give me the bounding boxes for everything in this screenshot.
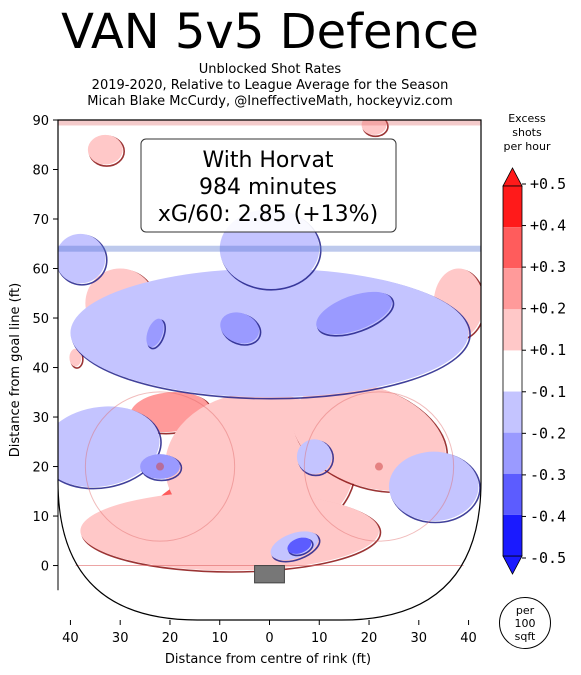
contour-region-18 <box>388 451 479 521</box>
per-badge-line-2: 100 <box>514 616 536 630</box>
info-box: With Horvat 984 minutes xG/60: 2.85 (+13… <box>140 138 397 233</box>
x-tick-label-7: 30 <box>411 631 428 646</box>
faceoff-dot-0 <box>156 462 165 471</box>
colorbar-band-4 <box>503 350 522 392</box>
colorbar-band-1 <box>503 227 522 269</box>
subtitle-line-2: 2019-2020, Relative to League Average fo… <box>91 78 449 93</box>
faceoff-dot-1 <box>374 462 383 471</box>
red-line <box>58 119 481 126</box>
x-tick-label-2: 20 <box>162 631 179 646</box>
y-axis-label: Distance from goal line (ft) <box>8 283 23 457</box>
x-tick-label-6: 20 <box>361 631 378 646</box>
colorbar-band-3 <box>503 309 522 351</box>
y-tick-label-7: 70 <box>32 213 49 228</box>
colorbar-tick-label-2: +0.3 <box>530 258 566 276</box>
colorbar-frame <box>502 185 523 557</box>
info-box-line-3: xG/60: 2.85 (+13%) <box>158 202 378 227</box>
y-tick-label-3: 30 <box>32 411 49 426</box>
colorbar-tick-label-8: -0.4 <box>530 507 566 525</box>
colorbar-tick-label-1: +0.4 <box>530 217 566 235</box>
colorbar-band-6 <box>503 432 522 474</box>
colorbar-tick-label-9: -0.5 <box>530 549 566 567</box>
contour-region-8 <box>80 491 379 571</box>
colorbar-tick-label-7: -0.3 <box>530 466 566 484</box>
y-tick-label-6: 60 <box>32 263 49 278</box>
colorbar-title-line-2: shots <box>512 126 542 139</box>
colorbar-tick-label-3: +0.2 <box>530 300 566 318</box>
contour-region-19 <box>58 233 106 284</box>
chart-title: VAN 5v5 Defence <box>61 4 479 60</box>
x-axis-label: Distance from centre of rink (ft) <box>165 652 371 667</box>
y-tick-label-9: 90 <box>32 114 49 129</box>
contour-region-17 <box>58 406 160 488</box>
per-badge-line-1: per <box>515 603 535 617</box>
contour-region-11 <box>87 134 123 165</box>
contour-region-14 <box>69 348 82 367</box>
colorbar-band-5 <box>503 391 522 433</box>
contour-region-22 <box>316 291 392 335</box>
info-box-line-2: 984 minutes <box>199 175 337 200</box>
rink-boards <box>57 119 482 621</box>
faceoff-circle-1 <box>303 391 455 542</box>
subtitle-line-1: Unblocked Shot Rates <box>198 62 342 77</box>
x-tick-label-1: 30 <box>112 631 129 646</box>
goal-net <box>254 565 285 584</box>
y-axis-ticks: 0 10 20 30 40 50 60 70 80 90 <box>32 114 58 575</box>
colorbar-tick-label-5: -0.1 <box>530 383 566 401</box>
colorbar-band-7 <box>503 473 522 515</box>
x-axis-ticks: 40 30 20 10 0 10 20 30 40 <box>62 620 477 646</box>
y-tick-label-0: 0 <box>41 560 49 575</box>
colorbar: +0.5 +0.4 +0.3 +0.2 +0.1 -0.1 -0.2 -0.3 -0.4 -0.5 <box>502 167 566 575</box>
colorbar-arrow-top <box>502 167 523 187</box>
colorbar-arrow-bottom <box>502 555 523 575</box>
colorbar-title-line-3: per hour <box>503 140 551 153</box>
colorbar-band-8 <box>503 514 522 556</box>
y-tick-label-2: 20 <box>32 461 49 476</box>
x-tick-label-4: 0 <box>265 631 273 646</box>
y-tick-label-1: 10 <box>32 510 49 525</box>
per-100-sqft-badge: per 100 sqft <box>499 597 551 649</box>
colorbar-title: Excess shots per hour <box>495 112 559 154</box>
colorbar-tick-label-4: +0.1 <box>530 341 566 359</box>
contour-region-23 <box>220 312 260 344</box>
colorbar-tick-label-0: +0.5 <box>530 175 566 193</box>
contour-region-26 <box>287 537 312 554</box>
info-box-line-1: With Horvat <box>202 148 333 173</box>
blue-line <box>58 245 481 252</box>
y-tick-label-5: 50 <box>32 312 49 327</box>
contour-region-20 <box>296 439 332 474</box>
faceoff-circle-0 <box>84 391 236 542</box>
contour-region-25 <box>146 318 164 348</box>
colorbar-title-line-1: Excess <box>508 112 546 125</box>
rink-markings <box>57 119 482 621</box>
subtitle-line-3: Micah Blake McCurdy, @IneffectiveMath, h… <box>87 94 453 109</box>
x-tick-label-8: 40 <box>460 631 477 646</box>
shot-rate-contours <box>58 120 481 573</box>
colorbar-band-0 <box>503 186 522 228</box>
y-tick-label-8: 80 <box>32 164 49 179</box>
x-tick-label-0: 40 <box>62 631 79 646</box>
x-tick-label-5: 10 <box>311 631 328 646</box>
colorbar-tick-label-6: -0.2 <box>530 424 566 442</box>
y-tick-label-4: 40 <box>32 362 49 377</box>
x-tick-label-3: 10 <box>211 631 228 646</box>
contour-region-12 <box>361 120 387 135</box>
per-badge-line-3: sqft <box>514 629 536 643</box>
colorbar-band-2 <box>503 268 522 310</box>
